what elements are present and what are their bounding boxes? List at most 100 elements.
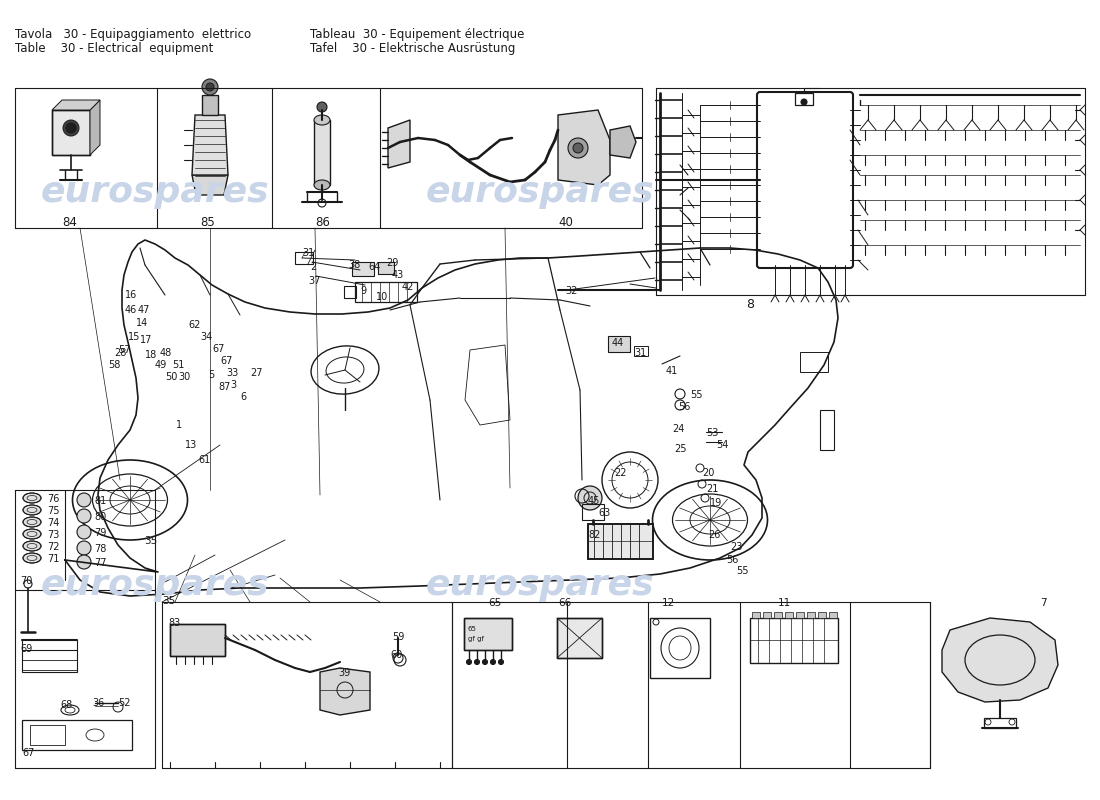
Ellipse shape: [314, 115, 330, 125]
Circle shape: [466, 659, 472, 665]
Polygon shape: [192, 175, 228, 195]
Polygon shape: [388, 120, 410, 168]
Ellipse shape: [23, 493, 41, 503]
Text: 14: 14: [136, 318, 149, 328]
Bar: [984, 718, 1016, 728]
Text: 66: 66: [558, 598, 571, 608]
Text: Tafel    30 - Elektrische Ausrüstung: Tafel 30 - Elektrische Ausrüstung: [310, 42, 516, 55]
Text: 63: 63: [598, 508, 611, 518]
Bar: [588, 524, 653, 559]
Bar: [464, 618, 512, 650]
Text: 79: 79: [94, 528, 107, 538]
Bar: [344, 286, 356, 298]
Text: 75: 75: [47, 506, 59, 516]
Ellipse shape: [23, 541, 41, 551]
Text: 67: 67: [212, 344, 224, 354]
Text: 19: 19: [710, 498, 723, 508]
Text: 3: 3: [230, 380, 236, 390]
Text: 44: 44: [612, 338, 625, 348]
Text: 46: 46: [125, 305, 138, 315]
Text: 39: 39: [338, 668, 350, 678]
Bar: [785, 612, 793, 618]
Polygon shape: [192, 115, 228, 175]
Text: 85: 85: [200, 216, 214, 229]
Text: 8: 8: [746, 298, 754, 311]
Text: 18: 18: [145, 350, 157, 360]
Polygon shape: [314, 120, 330, 185]
Text: 51: 51: [172, 360, 185, 370]
Text: 50: 50: [165, 372, 177, 382]
Text: 2: 2: [310, 262, 317, 272]
Text: 65: 65: [488, 598, 502, 608]
Text: 69: 69: [20, 644, 32, 654]
Text: 34: 34: [200, 332, 212, 342]
Text: 16: 16: [125, 290, 138, 300]
Polygon shape: [558, 110, 611, 185]
Bar: [796, 612, 804, 618]
Bar: [752, 612, 760, 618]
Text: 32: 32: [565, 286, 578, 296]
Text: eurospares: eurospares: [426, 568, 654, 602]
Text: 31: 31: [302, 248, 315, 258]
Text: eurospares: eurospares: [41, 568, 270, 602]
Bar: [295, 252, 313, 264]
Bar: [750, 618, 838, 663]
Text: 21: 21: [706, 484, 718, 494]
Text: 42: 42: [402, 282, 415, 292]
Bar: [774, 612, 782, 618]
Text: 45: 45: [588, 496, 601, 506]
Bar: [22, 720, 132, 750]
Text: 60: 60: [390, 650, 403, 660]
Bar: [378, 262, 394, 274]
Text: 52: 52: [118, 698, 131, 708]
Text: 29: 29: [386, 258, 398, 268]
Text: gf gf: gf gf: [468, 636, 484, 642]
Polygon shape: [320, 668, 370, 715]
Circle shape: [77, 541, 91, 555]
Text: 61: 61: [198, 455, 210, 465]
Circle shape: [202, 79, 218, 95]
Bar: [795, 93, 813, 105]
Bar: [634, 346, 648, 356]
Bar: [800, 352, 828, 372]
Text: 9: 9: [360, 286, 366, 296]
Text: 82: 82: [588, 530, 601, 540]
Text: eurospares: eurospares: [426, 175, 654, 209]
Text: 54: 54: [716, 440, 728, 450]
Text: 77: 77: [94, 558, 107, 568]
Bar: [355, 282, 417, 302]
Text: 56: 56: [678, 402, 691, 412]
Polygon shape: [202, 95, 218, 115]
Bar: [170, 624, 226, 656]
Circle shape: [206, 83, 214, 91]
Circle shape: [573, 143, 583, 153]
Text: 58: 58: [108, 360, 120, 370]
Text: 24: 24: [672, 424, 684, 434]
Circle shape: [498, 659, 504, 665]
Text: 83: 83: [168, 618, 180, 628]
Text: 65: 65: [468, 626, 477, 632]
Bar: [30, 725, 65, 745]
Bar: [650, 618, 710, 678]
Text: 84: 84: [62, 216, 77, 229]
Text: 70: 70: [20, 576, 32, 586]
Text: 25: 25: [674, 444, 686, 454]
Bar: [820, 410, 834, 450]
Ellipse shape: [23, 553, 41, 563]
Text: Table    30 - Electrical  equipment: Table 30 - Electrical equipment: [15, 42, 213, 55]
Ellipse shape: [314, 180, 330, 190]
Text: 35: 35: [144, 536, 157, 546]
Text: eurospares: eurospares: [41, 175, 270, 209]
Circle shape: [77, 555, 91, 569]
Circle shape: [77, 525, 91, 539]
Polygon shape: [610, 126, 636, 158]
Bar: [829, 612, 837, 618]
Text: 7: 7: [1040, 598, 1046, 608]
Text: 1: 1: [176, 420, 183, 430]
Circle shape: [474, 659, 480, 665]
Circle shape: [491, 659, 495, 665]
Text: 15: 15: [128, 332, 141, 342]
Text: 67: 67: [220, 356, 232, 366]
Text: 53: 53: [706, 428, 718, 438]
Circle shape: [578, 486, 602, 510]
